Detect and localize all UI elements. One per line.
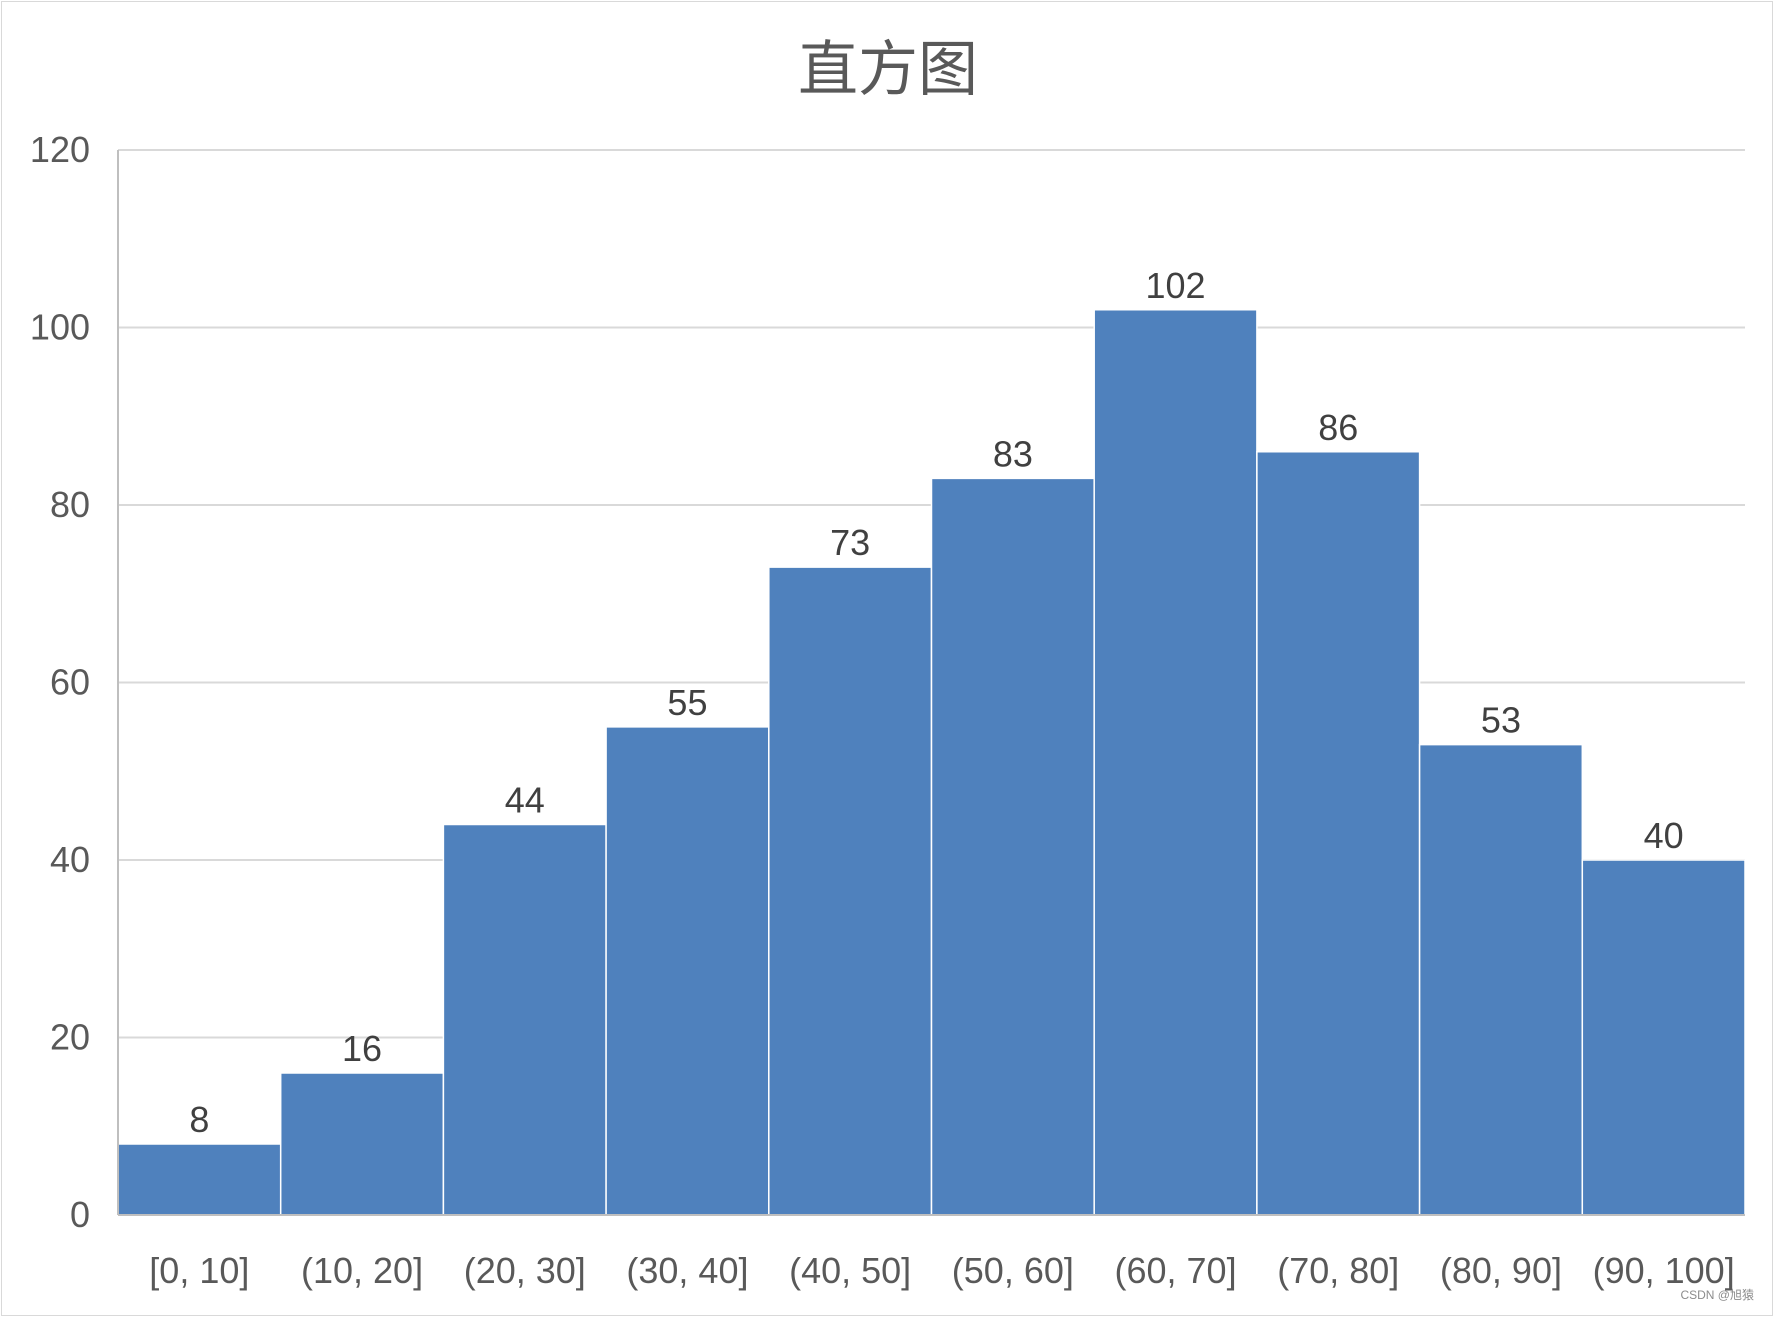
x-tick-label: (50, 60] [952,1250,1074,1291]
data-label: 83 [993,433,1033,474]
bar [442,823,607,1216]
data-label: 44 [505,780,545,821]
bar [279,1072,445,1216]
chart-title: 直方图 [798,35,978,105]
y-tick-label: 100 [30,307,90,348]
data-label: 73 [830,522,870,563]
bar [768,566,933,1216]
bar [1093,309,1258,1216]
y-tick-label: 60 [50,662,90,703]
x-tick-label: (20, 30] [464,1250,586,1291]
data-label: 40 [1644,815,1684,856]
data-label: 8 [189,1099,209,1140]
data-label: 55 [667,682,707,723]
x-tick-label: (70, 80] [1277,1250,1399,1291]
x-tick-label: [0, 10] [149,1250,249,1291]
data-label: 53 [1481,700,1521,741]
bar [1418,743,1584,1216]
watermark: CSDN @旭猿 [1680,1288,1754,1302]
bar [930,477,1095,1216]
data-label: 102 [1146,265,1206,306]
data-labels: 8 16 44 55 73 83 102 86 53 40 [189,265,1683,1140]
bars [117,309,1746,1216]
x-tick-label: (10, 20] [301,1250,423,1291]
y-axis-ticks: 0 20 40 60 80 100 120 [30,129,90,1235]
y-tick-label: 20 [50,1017,90,1058]
x-tick-label: (40, 50] [789,1250,911,1291]
data-label: 86 [1318,407,1358,448]
data-label: 16 [342,1028,382,1069]
y-tick-label: 80 [50,484,90,525]
x-tick-label: (90, 100] [1593,1250,1735,1291]
x-tick-label: (80, 90] [1440,1250,1562,1291]
x-tick-label: (60, 70] [1115,1250,1237,1291]
x-axis-ticks: [0, 10] (10, 20] (20, 30] (30, 40] (40, 50] (… [149,1250,1734,1291]
bar [1256,451,1421,1216]
bar [605,726,770,1216]
bar [117,1143,282,1216]
x-tick-label: (30, 40] [626,1250,748,1291]
y-tick-label: 120 [30,129,90,170]
y-tick-label: 0 [70,1194,90,1235]
bar [1581,859,1746,1216]
y-tick-label: 40 [50,839,90,880]
